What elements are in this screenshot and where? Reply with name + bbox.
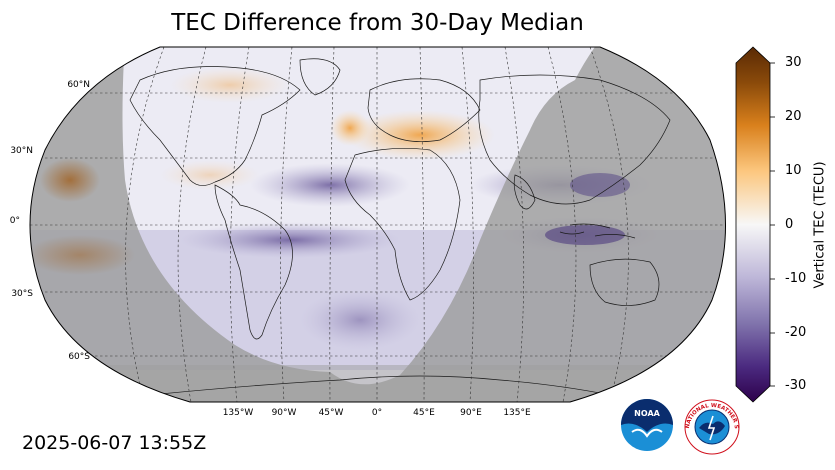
lon-label-135e: 135°E: [503, 408, 531, 418]
night-shading-west: [30, 47, 330, 402]
lon-label-45w: 45°W: [318, 408, 344, 418]
colorbar-bar: [735, 46, 771, 403]
colorbar-tick-30: 30: [785, 55, 802, 70]
colorbar-ticks: [770, 62, 775, 387]
colorbar-tick-minus20: -20: [785, 325, 807, 340]
lon-label-90w: 90°W: [271, 408, 297, 418]
noaa-logo-text: NOAA: [634, 409, 660, 418]
lon-label-45e: 45°E: [413, 408, 435, 418]
depletion-nightside-asia: [570, 173, 630, 197]
enhancement-west-europe: [330, 110, 370, 146]
lon-label-0: 0°: [371, 408, 383, 418]
enhancement-caribbean: [160, 160, 260, 190]
depletion-nightside-indonesia: [545, 225, 625, 245]
depletion-atlantic: [250, 163, 410, 207]
timestamp: 2025-06-07 13:55Z: [22, 432, 207, 454]
colorbar-tick-10: 10: [785, 163, 802, 178]
lat-label-0: 0°: [9, 216, 20, 226]
enhancement-pacific-north: [40, 158, 100, 202]
enhancement-europe: [345, 110, 495, 160]
colorbar: [735, 46, 775, 403]
coastlines: [129, 58, 671, 396]
lat-label-60n: 60°N: [67, 80, 90, 90]
nws-logo: NATIONAL WEATHER SERVICE: [683, 398, 740, 455]
lon-label-90e: 90°E: [460, 408, 482, 418]
noaa-logo: NOAA: [621, 399, 673, 451]
lat-label-30s: 30°S: [11, 289, 33, 299]
map-title: TEC Difference from 30-Day Median: [171, 10, 584, 36]
lat-label-60s: 60°S: [68, 352, 90, 362]
colorbar-label: Vertical TEC (TECU): [812, 161, 828, 289]
globe-outline: [29, 46, 726, 403]
depletion-south-atlantic: [300, 290, 420, 350]
enhancement-north-atlantic: [170, 67, 290, 103]
lat-label-30n: 30°N: [10, 146, 33, 156]
colorbar-tick-20: 20: [785, 109, 802, 124]
gridlines: [30, 47, 726, 402]
map-field: [30, 47, 726, 402]
colorbar-tick-minus30: -30: [785, 378, 807, 393]
colorbar-tick-minus10: -10: [785, 271, 807, 286]
colorbar-tick-0: 0: [785, 217, 794, 232]
enhancement-pacific-south: [30, 235, 135, 275]
lon-label-135w: 135°W: [222, 408, 254, 418]
